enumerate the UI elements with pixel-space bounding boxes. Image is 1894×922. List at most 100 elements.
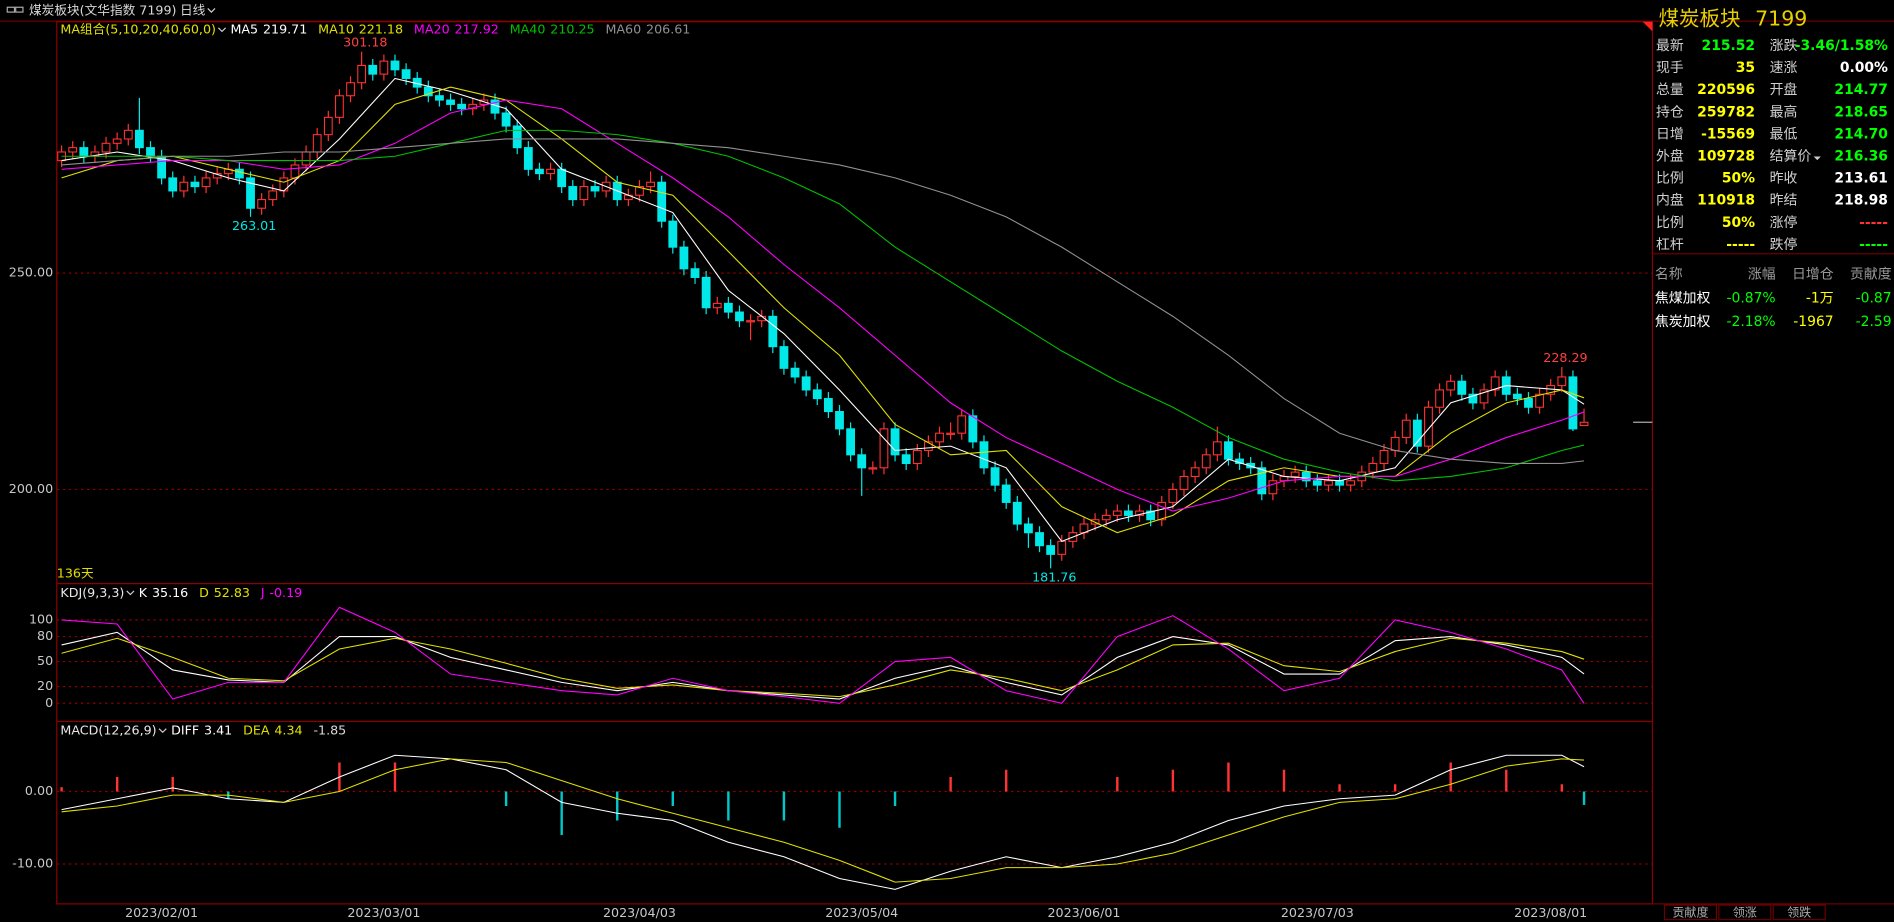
quote-label: 最低 xyxy=(1770,126,1798,142)
tab[interactable] xyxy=(1772,904,1826,921)
candle-body xyxy=(1012,501,1022,525)
macd-bar xyxy=(1582,791,1586,805)
macd-bar xyxy=(838,791,841,828)
table-cell: -1967 xyxy=(1793,314,1833,330)
quote-value: 216.36 xyxy=(1834,148,1888,164)
candle-body xyxy=(746,320,756,323)
table-cell: 焦煤加权 xyxy=(1655,290,1711,306)
candle-body xyxy=(1101,514,1111,521)
quote-label: 涨跌 xyxy=(1770,38,1798,54)
candle-body xyxy=(723,302,733,313)
quote-value: 50% xyxy=(1722,215,1755,231)
quote-value: 218.65 xyxy=(1834,104,1888,120)
quote-value: -15569 xyxy=(1701,126,1755,142)
candle-body xyxy=(1446,380,1456,391)
quote-label: 日增 xyxy=(1656,126,1684,142)
legend-value: 52.83 xyxy=(214,585,250,600)
candle-body xyxy=(512,125,522,149)
candle-body xyxy=(790,367,800,378)
quote-value: 214.70 xyxy=(1834,126,1888,142)
quote-value: ----- xyxy=(1859,237,1888,253)
candle-body xyxy=(1035,532,1044,547)
macd-bar xyxy=(1560,784,1564,792)
candle-body xyxy=(1001,484,1011,503)
indicator-title: KDJ(9,3,3) xyxy=(60,585,124,600)
quote-label: 结算价 xyxy=(1770,148,1812,164)
macd-bar xyxy=(1393,784,1397,792)
x-tick-label: 2023/02/01 xyxy=(125,905,198,920)
macd-bar xyxy=(616,791,619,821)
candle-body xyxy=(923,441,933,452)
candle-body xyxy=(868,467,878,470)
macd-bar xyxy=(393,762,397,792)
candle-body xyxy=(1057,540,1067,555)
candle-body xyxy=(668,220,678,248)
candle-body xyxy=(1212,441,1222,456)
legend-name: K xyxy=(139,585,148,600)
candle-body xyxy=(435,95,444,101)
macd-bar xyxy=(504,791,508,806)
table-cell: 焦炭加权 xyxy=(1655,314,1711,330)
y-tick-label: -10.00 xyxy=(12,855,53,870)
candle-body xyxy=(1335,480,1344,486)
tab-label[interactable]: 领涨 xyxy=(1733,904,1757,919)
candle-body xyxy=(1190,467,1200,477)
period-selector[interactable]: 日线 xyxy=(180,2,206,17)
tab-label[interactable]: 贡献度 xyxy=(1672,904,1708,919)
candle-body xyxy=(1435,389,1444,408)
candle-body xyxy=(1379,449,1389,465)
indicator-line xyxy=(61,754,1585,890)
tab[interactable] xyxy=(1663,904,1718,921)
candle-body xyxy=(1535,393,1545,408)
candle-body xyxy=(1457,380,1467,395)
legend-value: -1.85 xyxy=(313,723,346,738)
candle-body xyxy=(535,168,544,175)
indicator-title: MA组合(5,10,20,40,60,0) xyxy=(60,22,216,37)
top-title: 煤炭板块(文华指数 7199) xyxy=(29,2,177,17)
legend-name: J xyxy=(260,585,265,600)
quote-label: 现手 xyxy=(1656,60,1684,76)
candle-body xyxy=(935,432,944,443)
low-label: 181.76 xyxy=(1032,570,1076,585)
quote-label: 比例 xyxy=(1656,171,1684,187)
quote-label: 比例 xyxy=(1656,215,1684,231)
candle-body xyxy=(1390,436,1400,452)
y-tick-label: 0 xyxy=(45,695,53,710)
quote-label: 昨结 xyxy=(1770,193,1798,209)
tab-bar: 贡献度 领涨 领跌 xyxy=(1663,904,1826,921)
legend-value: 206.61 xyxy=(646,22,690,37)
candle-body xyxy=(1468,393,1478,404)
macd-bar xyxy=(1505,769,1508,792)
candle-body xyxy=(1290,471,1300,477)
table-cell: -0.87 xyxy=(1856,290,1892,306)
quote-value: 259782 xyxy=(1697,104,1755,120)
candle-body xyxy=(890,428,900,456)
y-tick-label: 50 xyxy=(37,653,53,668)
macd-bar xyxy=(949,776,952,792)
indicator-line xyxy=(61,758,1585,883)
candle-body xyxy=(979,441,989,469)
legend-name: DIFF xyxy=(171,723,199,738)
candle-body xyxy=(990,467,1000,486)
tab[interactable] xyxy=(1718,904,1772,921)
y-tick-label: 20 xyxy=(37,678,53,693)
legend-name: MA10 xyxy=(318,22,354,37)
table-cell: -0.87% xyxy=(1727,290,1776,306)
y-tick-label: 200.00 xyxy=(9,481,53,496)
quote-value: 109728 xyxy=(1697,148,1755,164)
candle-body xyxy=(657,181,667,222)
window-icon xyxy=(6,6,16,13)
tab-label[interactable]: 领跌 xyxy=(1787,904,1811,919)
candle-body xyxy=(779,346,789,369)
x-tick-label: 2023/07/03 xyxy=(1281,905,1354,920)
legend-name: MA20 xyxy=(414,22,450,37)
candle-body xyxy=(101,142,111,153)
candle-body xyxy=(1490,376,1500,391)
candle-body xyxy=(290,164,300,179)
quote-value: 215.52 xyxy=(1702,38,1756,54)
quote-label: 持仓 xyxy=(1656,104,1684,120)
legend-value: 217.92 xyxy=(454,22,498,37)
candle-body xyxy=(635,186,644,196)
quote-label: 总量 xyxy=(1656,82,1684,98)
